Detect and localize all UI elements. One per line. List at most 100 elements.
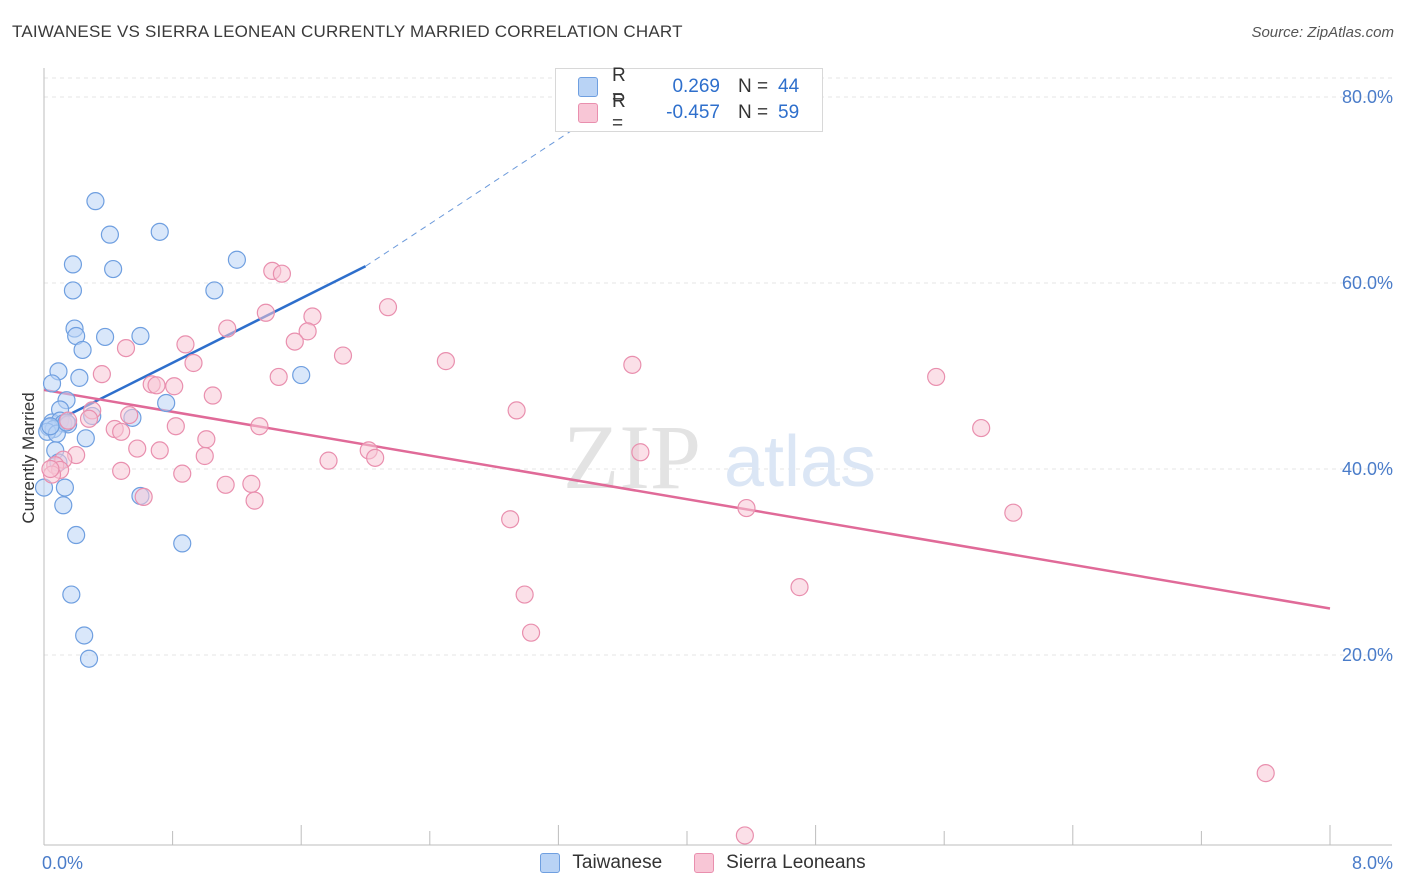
taiwanese-point <box>34 478 54 497</box>
taiwanese-point <box>41 417 60 436</box>
sierra-leonean-point <box>134 487 153 506</box>
y-tick-label: 80.0% <box>1342 87 1393 107</box>
sierra-leonean-point <box>79 409 99 428</box>
sierra-leonean-point <box>41 459 60 479</box>
sierra-leonean-point <box>515 585 534 604</box>
x-tick-label-min: 0.0% <box>42 853 83 873</box>
sierra-leonean-point <box>507 401 526 420</box>
taiwanese-point <box>292 365 311 385</box>
taiwanese-point <box>62 585 81 604</box>
legend-row-taiwanese: R = 0.269 N = 44 <box>578 65 800 108</box>
taiwanese-point <box>100 225 120 244</box>
y-tick-label: 20.0% <box>1342 645 1393 665</box>
legend-n-label: N = <box>738 76 769 97</box>
sierra-leonean-point <box>735 826 754 845</box>
series-label-taiwanese: Taiwanese <box>572 852 663 873</box>
sierra-leonean-point <box>128 439 147 458</box>
taiwanese-point <box>70 368 89 387</box>
sierra-leonean-point <box>173 464 192 483</box>
taiwanese-point <box>86 192 105 211</box>
sierra-leonean-point <box>366 448 385 467</box>
sierra-leonean-point <box>59 411 78 430</box>
sierra-leonean-point <box>378 298 398 317</box>
sierra-leonean-point <box>256 303 275 322</box>
data-points <box>34 192 1275 845</box>
watermark-zip: ZIP <box>563 406 701 508</box>
sierra-leonean-point <box>116 339 136 358</box>
taiwanese-point <box>104 259 123 279</box>
taiwanese-point <box>55 478 74 497</box>
sierra-leonean-point <box>112 422 131 441</box>
legend-n-value: 59 <box>778 102 800 123</box>
sierra-leonean-point <box>272 264 292 283</box>
taiwanese-point <box>63 281 83 300</box>
sierra-leonean-point <box>245 491 264 510</box>
sierra-leonean-point <box>120 405 139 425</box>
taiwanese-point <box>73 340 92 360</box>
series-taiwanese <box>34 192 311 668</box>
taiwanese-point <box>75 626 94 645</box>
sierra-leonean-point <box>165 377 184 396</box>
sierra-leonean-point <box>631 443 650 462</box>
taiwanese-point <box>157 393 176 413</box>
sierra-leonean-point <box>623 355 642 374</box>
legend-r-value: -0.457 <box>666 102 720 123</box>
legend-n-value: 44 <box>778 76 800 97</box>
sierra-leonean-point <box>436 352 455 371</box>
sierra-leonean-point <box>1004 503 1023 522</box>
legend-swatch-taiwanese <box>578 77 598 97</box>
chart-title: TAIWANESE VS SIERRA LEONEAN CURRENTLY MA… <box>12 22 683 41</box>
sierra-leonean-point <box>150 441 169 460</box>
sierra-leonean-point <box>203 386 222 405</box>
series-swatch-sierra-leoneans <box>694 853 715 873</box>
sierra-leonean-point <box>176 335 195 354</box>
x-tick-label-max: 8.0% <box>1352 853 1393 873</box>
series-sierra-leoneans <box>41 261 1275 845</box>
sierra-leonean-point <box>521 623 541 642</box>
taiwanese-trend-line <box>43 265 367 429</box>
y-axis-label: Currently Married <box>19 392 38 523</box>
sierra-leonean-point <box>737 498 756 518</box>
sierra-leonean-point <box>501 510 520 529</box>
sierra-leonean-point <box>112 461 131 480</box>
taiwanese-point <box>67 525 86 545</box>
legend-r-label: R = <box>612 65 626 108</box>
watermark-atlas: atlas <box>724 422 876 502</box>
sierra-leonean-point <box>242 474 261 493</box>
legend-n-label: N = <box>738 102 769 123</box>
series-swatch-taiwanese <box>540 853 561 873</box>
sierra-leonean-point <box>298 322 317 341</box>
sierra-leonean-point <box>218 319 237 338</box>
chart-source: Source: ZipAtlas.com <box>1251 24 1394 41</box>
sierra-leonean-point <box>927 367 946 387</box>
taiwanese-point <box>79 649 99 668</box>
sierra-leonean-point <box>285 332 304 351</box>
correlation-legend: R = 0.269 N = 44 R = -0.457 N = 59 <box>555 65 823 134</box>
sierra-leonean-point <box>1256 764 1275 783</box>
taiwanese-point <box>173 534 192 553</box>
sierra-leonean-point <box>250 417 269 436</box>
grid-lines <box>44 77 1392 656</box>
trend-lines <box>43 96 1331 610</box>
series-label-sierra-leoneans: Sierra Leoneans <box>726 852 866 873</box>
taiwanese-point <box>205 281 224 300</box>
taiwanese-point <box>95 327 115 347</box>
series-legend: Taiwanese Sierra Leoneans <box>0 852 1406 874</box>
sierra-leonean-point <box>92 365 111 384</box>
sierra-leonean-point <box>195 446 214 466</box>
sierra-leonean-point <box>972 418 991 438</box>
sierra-leonean-point <box>197 430 216 449</box>
y-tick-label: 60.0% <box>1342 273 1393 293</box>
taiwanese-point <box>54 496 73 515</box>
taiwanese-point <box>131 326 150 346</box>
sierra-leonean-point <box>166 417 185 436</box>
sierra-leonean-point <box>216 475 235 494</box>
legend-r-value: 0.269 <box>672 76 720 97</box>
legend-swatch-sierra-leoneans <box>578 103 598 123</box>
sierra-leonean-point <box>790 578 809 597</box>
taiwanese-point <box>63 255 83 274</box>
sierra-leonean-point <box>184 353 203 373</box>
axes <box>43 68 1392 846</box>
series-legend-sierra-leoneans: Sierra Leoneans <box>694 852 866 874</box>
